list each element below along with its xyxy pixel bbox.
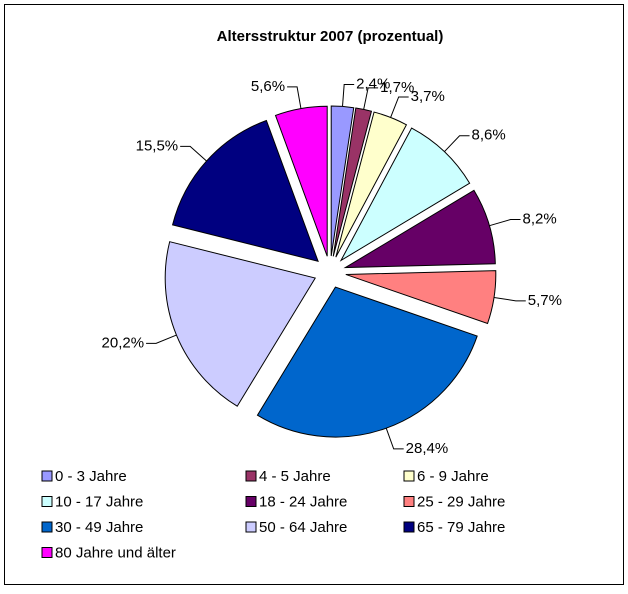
pie-slice [274, 105, 328, 257]
legend-swatch [41, 496, 53, 507]
data-label: 28,4% [406, 440, 449, 457]
legend-swatch [245, 521, 257, 533]
legend-label: 6 - 9 Jahre [417, 468, 489, 485]
data-label: 5,6% [251, 78, 285, 95]
data-label: 1,7% [380, 79, 414, 96]
leader-line [444, 135, 470, 153]
legend-swatch [403, 470, 415, 482]
data-label: 2,4% [356, 76, 390, 93]
legend-swatch [41, 547, 53, 558]
leader-line [385, 428, 404, 450]
data-label: 3,7% [411, 88, 445, 105]
leader-line [493, 296, 526, 302]
leader-line [390, 96, 409, 118]
legend-label: 25 - 29 Jahre [417, 493, 505, 510]
pie-slice [171, 119, 319, 263]
legend-swatch [245, 470, 257, 482]
legend-label: 65 - 79 Jahre [417, 519, 505, 536]
legend-label: 30 - 49 Jahre [55, 519, 143, 536]
data-label: 8,2% [523, 211, 557, 228]
chart-title: Altersstruktur 2007 (prozentual) [217, 28, 444, 45]
legend-swatch [41, 470, 53, 482]
legend-swatch [245, 496, 257, 507]
legend-swatch [403, 521, 415, 533]
legend-label: 18 - 24 Jahre [259, 493, 347, 510]
legend-label: 4 - 5 Jahre [259, 468, 331, 485]
data-label: 20,2% [102, 334, 145, 351]
legend-label: 50 - 64 Jahre [259, 519, 347, 536]
legend-label: 10 - 17 Jahre [55, 493, 143, 510]
pie-slice [339, 127, 471, 262]
legend-swatch [403, 496, 415, 507]
leader-line [146, 334, 177, 344]
legend-label: 0 - 3 Jahre [55, 468, 127, 485]
pie-slice [256, 286, 478, 438]
leader-line [363, 87, 379, 110]
legend-label: 80 Jahre und älter [55, 544, 176, 561]
chart-border [4, 4, 624, 585]
data-label: 5,7% [528, 292, 562, 309]
leader-line [342, 84, 355, 107]
leader-line [489, 219, 521, 227]
leader-line [180, 145, 207, 162]
legend-swatch [41, 521, 53, 533]
leader-line [287, 86, 302, 109]
pie-slice [345, 270, 497, 325]
pie-slice [332, 107, 373, 257]
pie-slice [164, 241, 316, 407]
data-label: 15,5% [136, 137, 179, 154]
data-label: 8,6% [472, 127, 506, 144]
